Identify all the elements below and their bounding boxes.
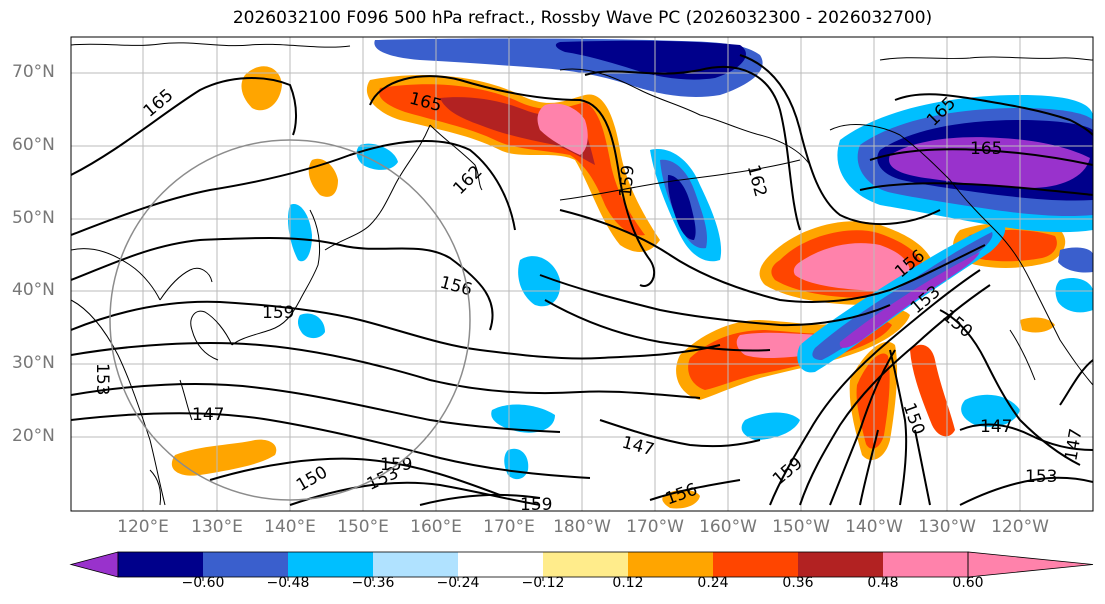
contour-label: 153 xyxy=(1025,467,1057,487)
reference-circle xyxy=(109,139,471,501)
contour-label: 159 xyxy=(616,164,639,198)
map-title: 2026032100 F096 500 hPa refract., Rossby… xyxy=(232,8,933,28)
contour-label: 147 xyxy=(980,417,1012,437)
lon-label: 120°W xyxy=(991,517,1049,537)
colorbar-extend-high xyxy=(967,551,1094,578)
colorbar-extend-low xyxy=(69,551,119,578)
colorbar-swatch xyxy=(883,552,968,577)
lat-label: 40°N xyxy=(12,280,55,300)
contour-label: 165 xyxy=(970,139,1002,159)
lon-label: 140°E xyxy=(264,517,316,537)
map-frame xyxy=(70,36,1094,512)
colorbar-swatch xyxy=(628,552,713,577)
lat-label: 50°N xyxy=(12,208,55,228)
lon-label: 170°E xyxy=(483,517,535,537)
colorbar-swatch xyxy=(203,552,288,577)
lat-label: 20°N xyxy=(12,426,55,446)
colorbar-swatch xyxy=(458,552,543,577)
colorbar-tick-label: −0.60 xyxy=(181,575,225,591)
lon-label: 180°W xyxy=(553,517,611,537)
lon-label: 170°W xyxy=(626,517,684,537)
lon-label: 140°W xyxy=(845,517,903,537)
lat-label: 70°N xyxy=(12,62,55,82)
lon-label: 160°E xyxy=(410,517,462,537)
contour-label: 147 xyxy=(192,405,224,425)
colorbar-tick-label: 0.36 xyxy=(782,575,814,591)
lon-label: 160°W xyxy=(699,517,757,537)
colorbar-tick-label: 0.48 xyxy=(867,575,899,591)
colorbar-swatch xyxy=(798,552,883,577)
colorbar-swatch xyxy=(543,552,628,577)
colorbar-swatch xyxy=(713,552,798,577)
lat-label: 30°N xyxy=(12,353,55,373)
colorbar xyxy=(69,551,1094,581)
colorbar-tick-label: 0.60 xyxy=(952,575,984,591)
lon-label: 130°W xyxy=(918,517,976,537)
colorbar-swatch xyxy=(118,552,203,577)
contour-label: 153 xyxy=(92,363,112,395)
lat-label: 60°N xyxy=(12,135,55,155)
colorbar-tick-label: −0.48 xyxy=(266,575,310,591)
lon-label: 120°E xyxy=(117,517,169,537)
colorbar-tick-label: −0.36 xyxy=(351,575,395,591)
colorbar-tick-label: 0.24 xyxy=(697,575,729,591)
colorbar-tick-label: −0.12 xyxy=(521,575,565,591)
contour-label: 159 xyxy=(520,495,552,515)
contour-label: 159 xyxy=(262,303,294,323)
colorbar-swatch xyxy=(373,552,458,577)
lon-label: 130°E xyxy=(191,517,243,537)
coastlines xyxy=(71,42,1093,506)
lon-label: 150°W xyxy=(772,517,830,537)
graticule xyxy=(71,37,1093,511)
lon-label: 150°E xyxy=(337,517,389,537)
colorbar-swatch xyxy=(288,552,373,577)
contours xyxy=(71,54,1093,506)
colorbar-tick-label: 0.12 xyxy=(612,575,644,591)
colorbar-tick-label: −0.24 xyxy=(436,575,480,591)
